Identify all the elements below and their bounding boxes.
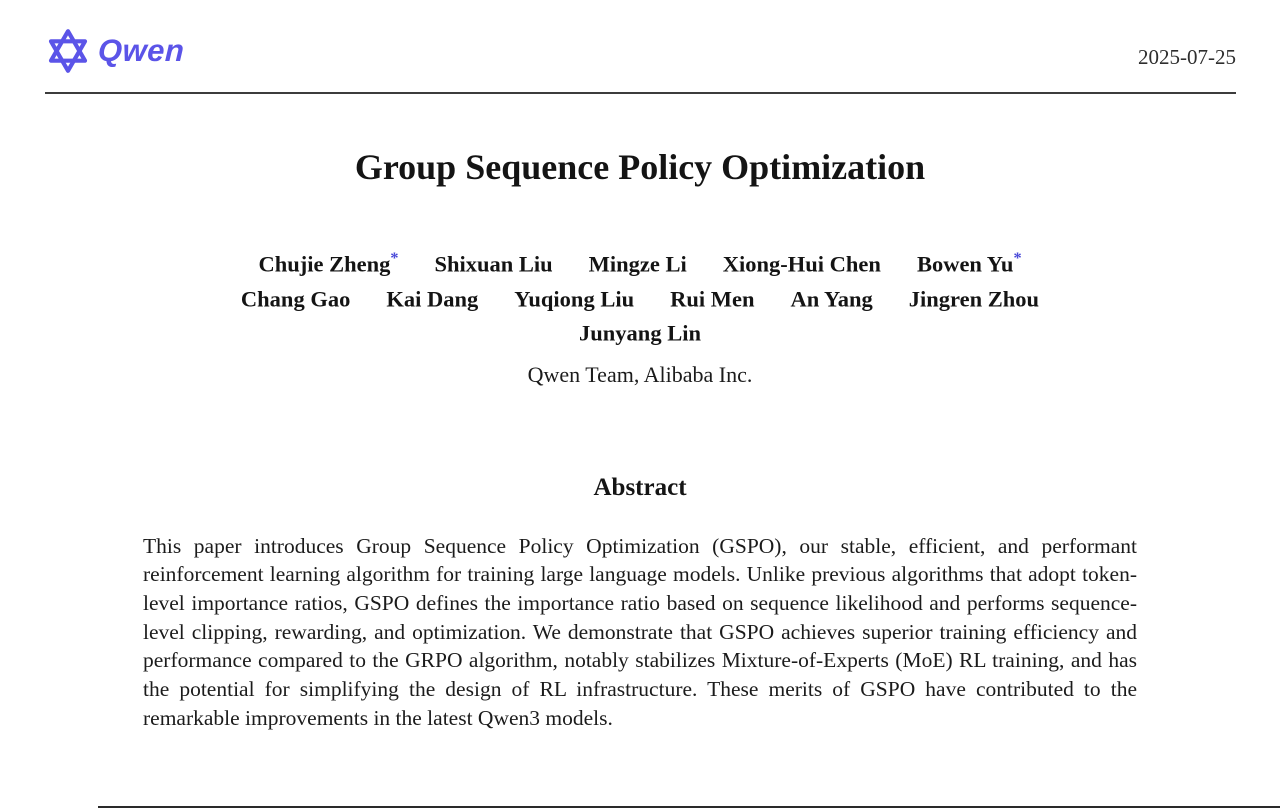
author: Chujie Zheng* xyxy=(258,244,398,279)
author-name: Kai Dang xyxy=(386,286,479,311)
author-row-2: Chang Gao Kai Dang Yuqiong Liu Rui Men A… xyxy=(0,279,1280,314)
page-header: Qwen 2025-07-25 xyxy=(45,28,1236,74)
paper-content: Group Sequence Policy Optimization Chuji… xyxy=(0,147,1280,730)
qwen-logo-icon xyxy=(48,29,88,73)
author-row-3: Junyang Lin xyxy=(0,313,1280,348)
author: An Yang xyxy=(790,279,872,314)
author-list: Chujie Zheng* Shixuan Liu Mingze Li Xion… xyxy=(0,244,1280,348)
author-name: Yuqiong Liu xyxy=(514,286,635,311)
footnote-rule xyxy=(98,806,1280,808)
author: Jingren Zhou xyxy=(909,279,1039,314)
author-footnote-marker: * xyxy=(390,249,399,267)
author: Chang Gao xyxy=(241,279,350,314)
author-name: Xiong-Hui Chen xyxy=(722,251,881,277)
author: Rui Men xyxy=(670,279,754,314)
abstract-heading: Abstract xyxy=(593,473,687,501)
qwen-logo: Qwen xyxy=(45,28,186,74)
author-footnote-marker: * xyxy=(1013,249,1022,267)
author: Junyang Lin xyxy=(579,313,701,348)
author: Xiong-Hui Chen xyxy=(723,244,881,279)
author-row-1: Chujie Zheng* Shixuan Liu Mingze Li Xion… xyxy=(0,244,1280,279)
author-name: Jingren Zhou xyxy=(908,286,1040,311)
header-rule xyxy=(45,92,1236,94)
author-name: Chang Gao xyxy=(240,286,351,311)
paper-title: Group Sequence Policy Optimization xyxy=(354,147,926,187)
abstract-text: This paper introduces Group Sequence Pol… xyxy=(143,533,1137,730)
author-name: Rui Men xyxy=(670,286,755,311)
author-name: Chujie Zheng xyxy=(258,251,391,277)
author: Shixuan Liu xyxy=(434,244,552,279)
author: Kai Dang xyxy=(386,279,478,314)
author: Yuqiong Liu xyxy=(514,279,634,314)
qwen-wordmark: Qwen xyxy=(97,33,186,68)
author-name: Bowen Yu xyxy=(916,251,1014,277)
affiliation: Qwen Team, Alibaba Inc. xyxy=(527,361,753,387)
author-name: Mingze Li xyxy=(588,251,687,277)
author-name: Shixuan Liu xyxy=(434,251,553,277)
author-name: An Yang xyxy=(790,286,873,311)
paper-date: 2025-07-25 xyxy=(1138,45,1236,69)
author: Mingze Li xyxy=(589,244,687,279)
author-name: Junyang Lin xyxy=(579,320,701,346)
author: Bowen Yu* xyxy=(917,244,1022,279)
